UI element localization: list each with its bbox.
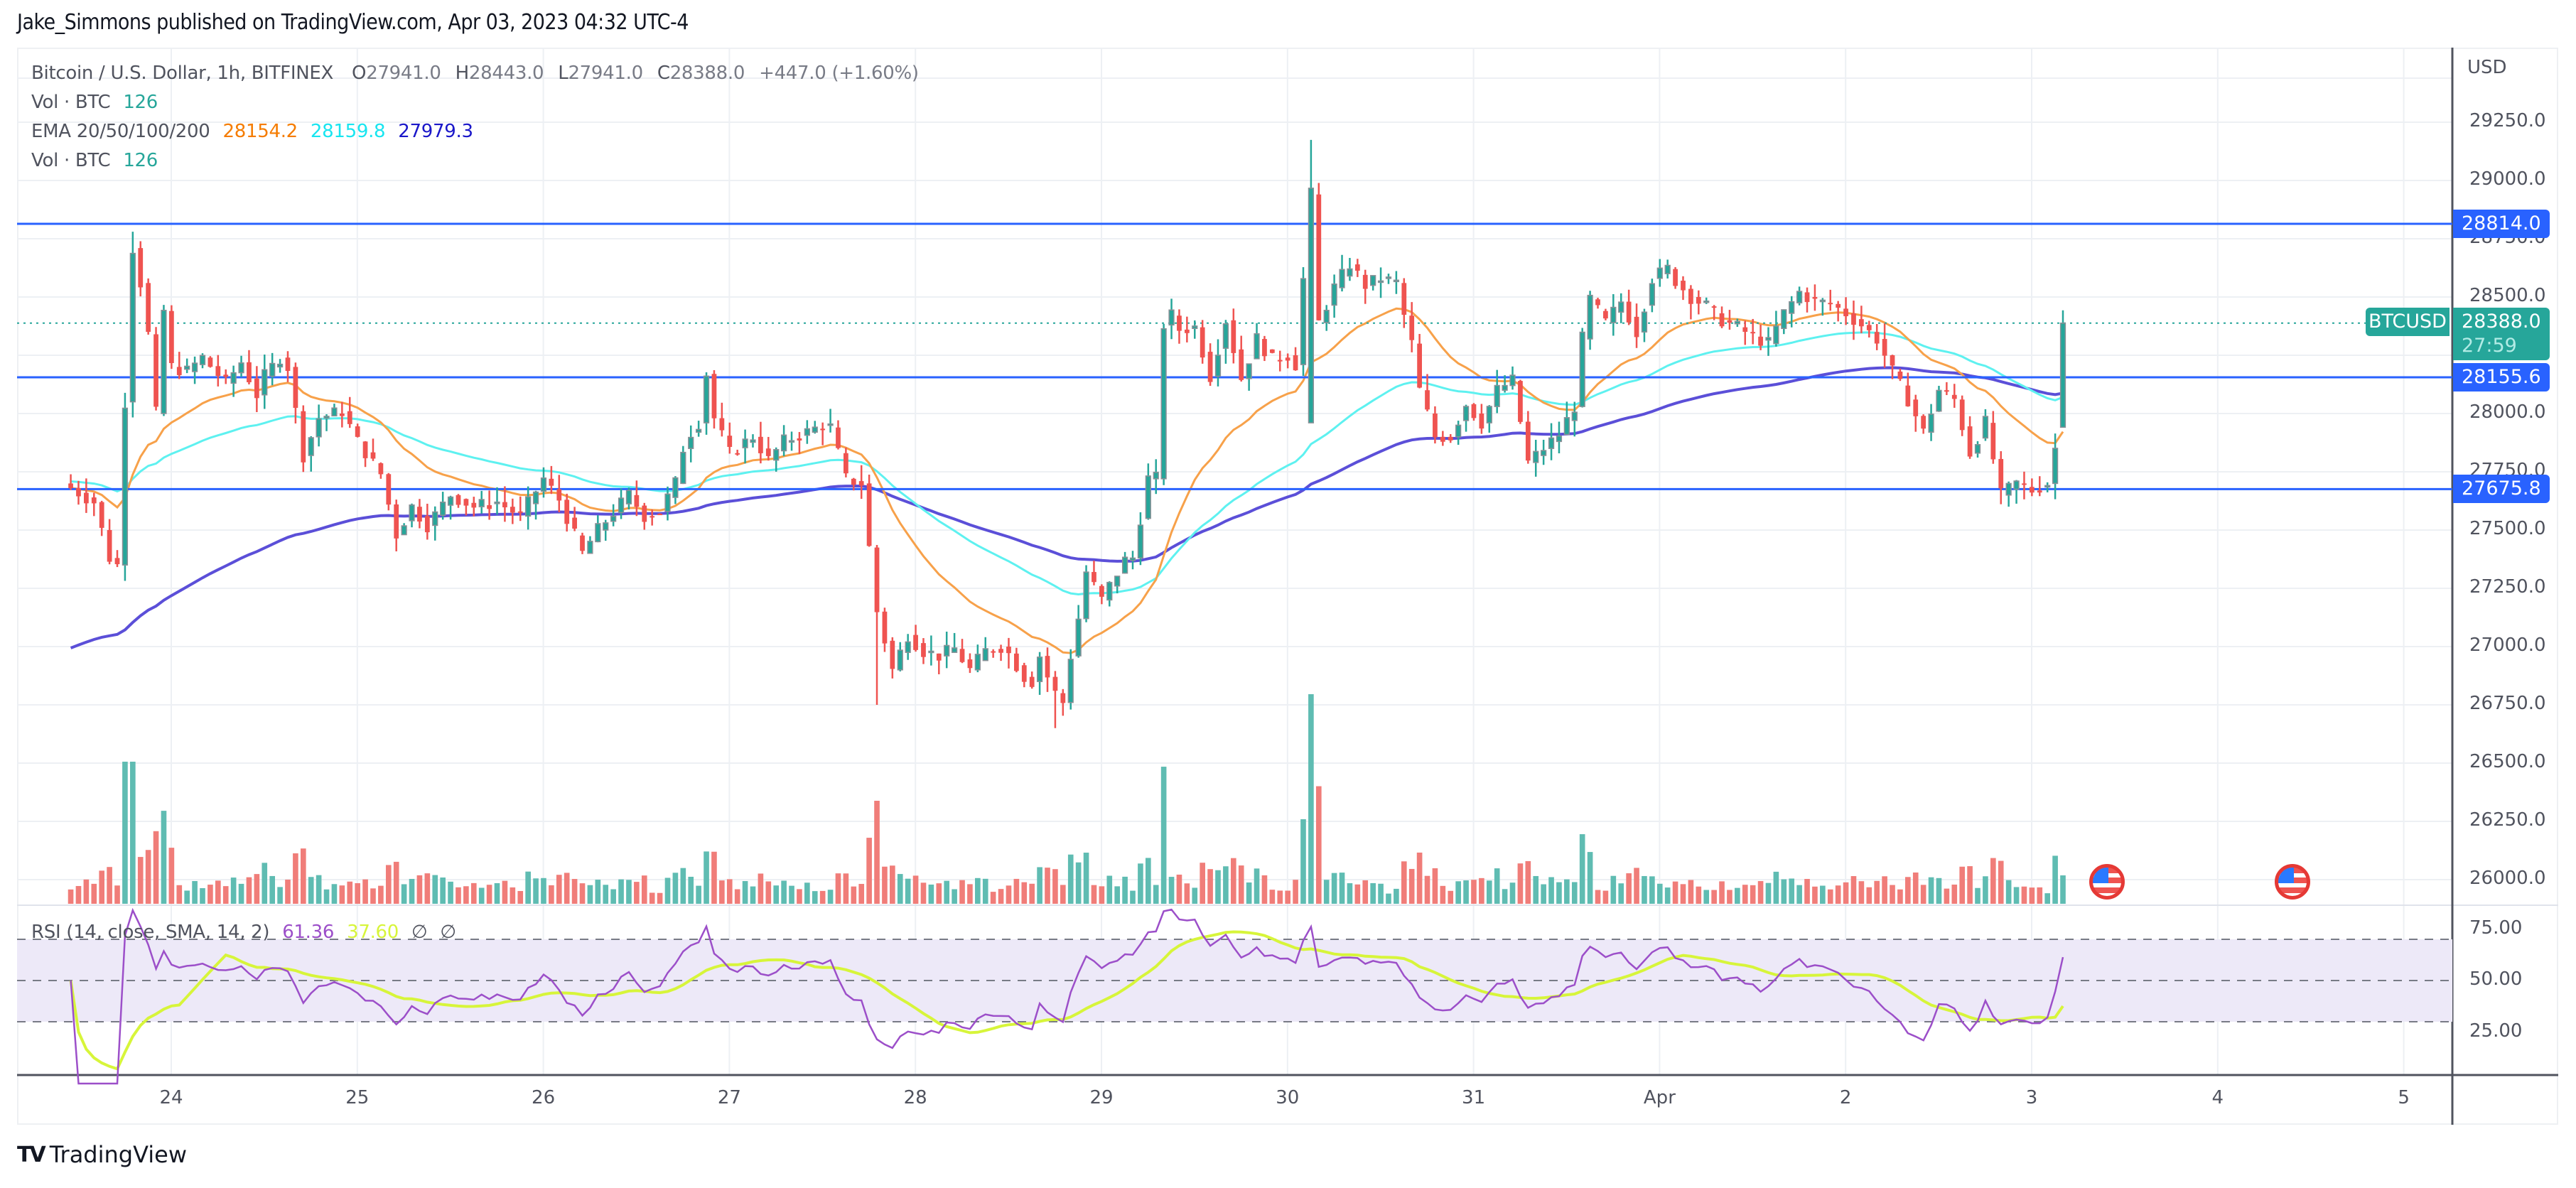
time-tick: 5 [2398, 1087, 2410, 1108]
rsi-na-1: ∅ [411, 922, 428, 943]
time-tick: 2 [1839, 1087, 1852, 1108]
price-tick: 28000.0 [2469, 401, 2546, 423]
bar-countdown: 27:59 [2462, 335, 2517, 357]
price-tick: 29250.0 [2469, 110, 2546, 131]
ema-label[interactable]: EMA 20/50/100/200 [31, 121, 210, 142]
us-economic-event-icon[interactable] [2275, 864, 2310, 900]
low-label: L [558, 63, 568, 84]
horizontal-line-price-tag[interactable]: 28814.0 [2453, 210, 2550, 238]
price-tick: 27000.0 [2469, 634, 2546, 656]
rsi-na-2: ∅ [440, 922, 456, 943]
volume-label-2[interactable]: Vol · BTC [31, 150, 111, 171]
price-tick: 26750.0 [2469, 693, 2546, 714]
rsi-label[interactable]: RSI (14, close, SMA, 14, 2) [31, 922, 270, 943]
price-tick: 26250.0 [2469, 809, 2546, 831]
time-tick: 3 [2025, 1087, 2038, 1108]
time-tick: 30 [1276, 1087, 1300, 1108]
price-tick: 27500.0 [2469, 518, 2546, 539]
rsi-tick: 50.00 [2469, 968, 2523, 990]
ema20-value: 28154.2 [222, 121, 298, 142]
publisher-line: Jake_Simmons published on TradingView.co… [17, 10, 689, 35]
time-tick: 25 [345, 1087, 370, 1108]
time-tick: 24 [159, 1087, 183, 1108]
close-label: C [657, 63, 670, 84]
time-tick: 29 [1089, 1087, 1114, 1108]
price-tick: 26500.0 [2469, 751, 2546, 772]
horizontal-line-price-tag[interactable]: 28155.6 [2453, 362, 2550, 392]
time-tick: 4 [2211, 1087, 2224, 1108]
change-value: +447.0 (+1.60%) [759, 63, 919, 84]
rsi-value: 61.36 [282, 922, 335, 943]
us-economic-event-icon[interactable] [2089, 864, 2125, 900]
brand-name: TradingView [49, 1141, 188, 1168]
tradingview-logo[interactable]: TV TradingView [17, 1141, 187, 1168]
ema100-value: 27979.3 [398, 121, 473, 142]
high-value: 28443.0 [468, 63, 544, 84]
price-tick: 28500.0 [2469, 285, 2546, 306]
horizontal-line-price-tag[interactable]: 27675.8 [2453, 475, 2550, 504]
time-tick: 27 [717, 1087, 741, 1108]
rsi-tick: 75.00 [2469, 917, 2523, 939]
volume-legend-2: Vol · BTC 126 [31, 150, 165, 171]
low-value: 27941.0 [568, 63, 643, 84]
volume-value: 126 [123, 92, 158, 113]
tradingview-mark-icon: TV [17, 1142, 46, 1167]
symbol-title[interactable]: Bitcoin / U.S. Dollar, 1h, BITFINEX [31, 63, 334, 84]
open-label: O [352, 63, 367, 84]
price-tick: 29000.0 [2469, 168, 2546, 190]
price-tick: 26000.0 [2469, 868, 2546, 889]
symbol-legend: Bitcoin / U.S. Dollar, 1h, BITFINEX O279… [31, 63, 927, 84]
volume-value-2: 126 [123, 150, 158, 171]
rsi-sma-value: 37.60 [347, 922, 399, 943]
currency-label: USD [2467, 57, 2507, 78]
high-label: H [455, 63, 470, 84]
price-tick: 27250.0 [2469, 576, 2546, 598]
symbol-price-tag: BTCUSD [2366, 308, 2450, 336]
close-value: 28388.0 [669, 63, 745, 84]
time-tick: 31 [1462, 1087, 1486, 1108]
volume-legend: Vol · BTC 126 [31, 92, 165, 113]
last-price-value: 28388.0 [2462, 310, 2541, 333]
rsi-legend: RSI (14, close, SMA, 14, 2) 61.36 37.60 … [31, 922, 463, 943]
volume-label[interactable]: Vol · BTC [31, 92, 111, 113]
ema-legend: EMA 20/50/100/200 28154.2 28159.8 27979.… [31, 121, 480, 142]
time-tick: 28 [903, 1087, 927, 1108]
last-price-tag: 28388.0 27:59 [2453, 308, 2550, 360]
time-tick: 26 [532, 1087, 556, 1108]
time-tick: Apr [1643, 1087, 1676, 1108]
open-value: 27941.0 [366, 63, 441, 84]
ema50-value: 28159.8 [310, 121, 386, 142]
rsi-tick: 25.00 [2469, 1020, 2523, 1042]
